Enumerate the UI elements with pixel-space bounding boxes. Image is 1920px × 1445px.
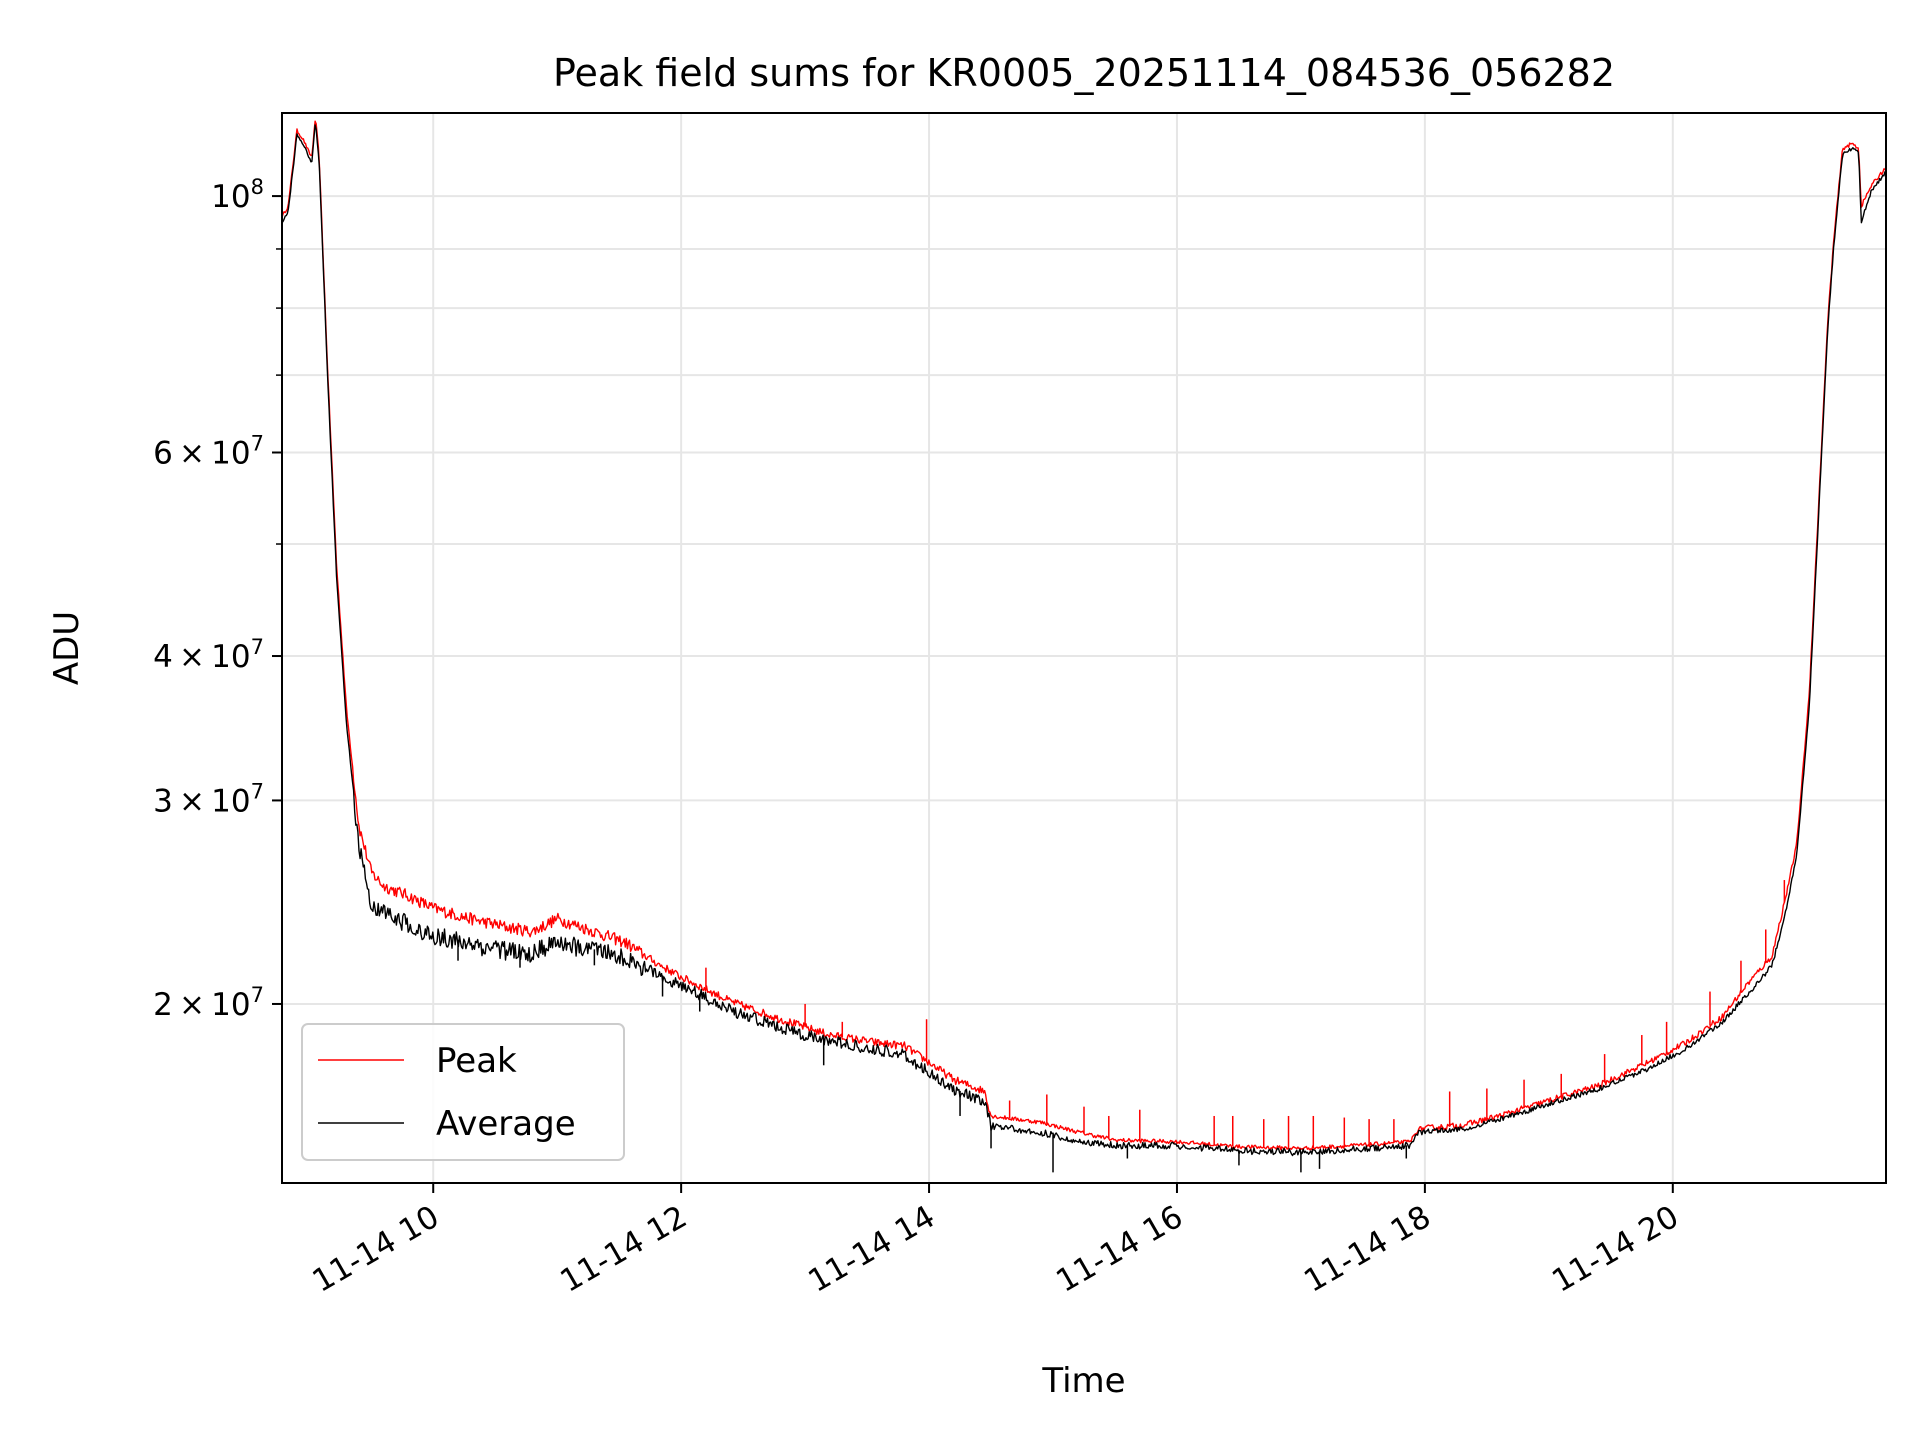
y-axis: 2 × 107 3 × 107 4 × 107 6 × 107 108 [153,175,282,1023]
chart-title: Peak field sums for KR0005_20251114_0845… [553,51,1615,95]
series-peak-line [282,120,1886,1151]
series-average-line [282,124,1886,1157]
grid [282,113,1886,1183]
series-layer [282,120,1886,1173]
x-axis-label: Time [1041,1361,1125,1401]
plot-frame [281,112,1887,1184]
y-tick-label: 108 [211,175,264,215]
legend-average-label: Average [436,1104,576,1144]
y-tick-label: 4 × 107 [153,635,264,675]
legend: Peak Average [301,1023,625,1161]
y-tick-label: 2 × 107 [153,983,264,1023]
y-tick-label: 6 × 107 [153,431,264,471]
y-axis-label: ADU [47,611,87,685]
y-tick-label: 3 × 107 [153,779,264,819]
legend-peak-label: Peak [436,1041,517,1081]
legend-box [301,1023,625,1161]
